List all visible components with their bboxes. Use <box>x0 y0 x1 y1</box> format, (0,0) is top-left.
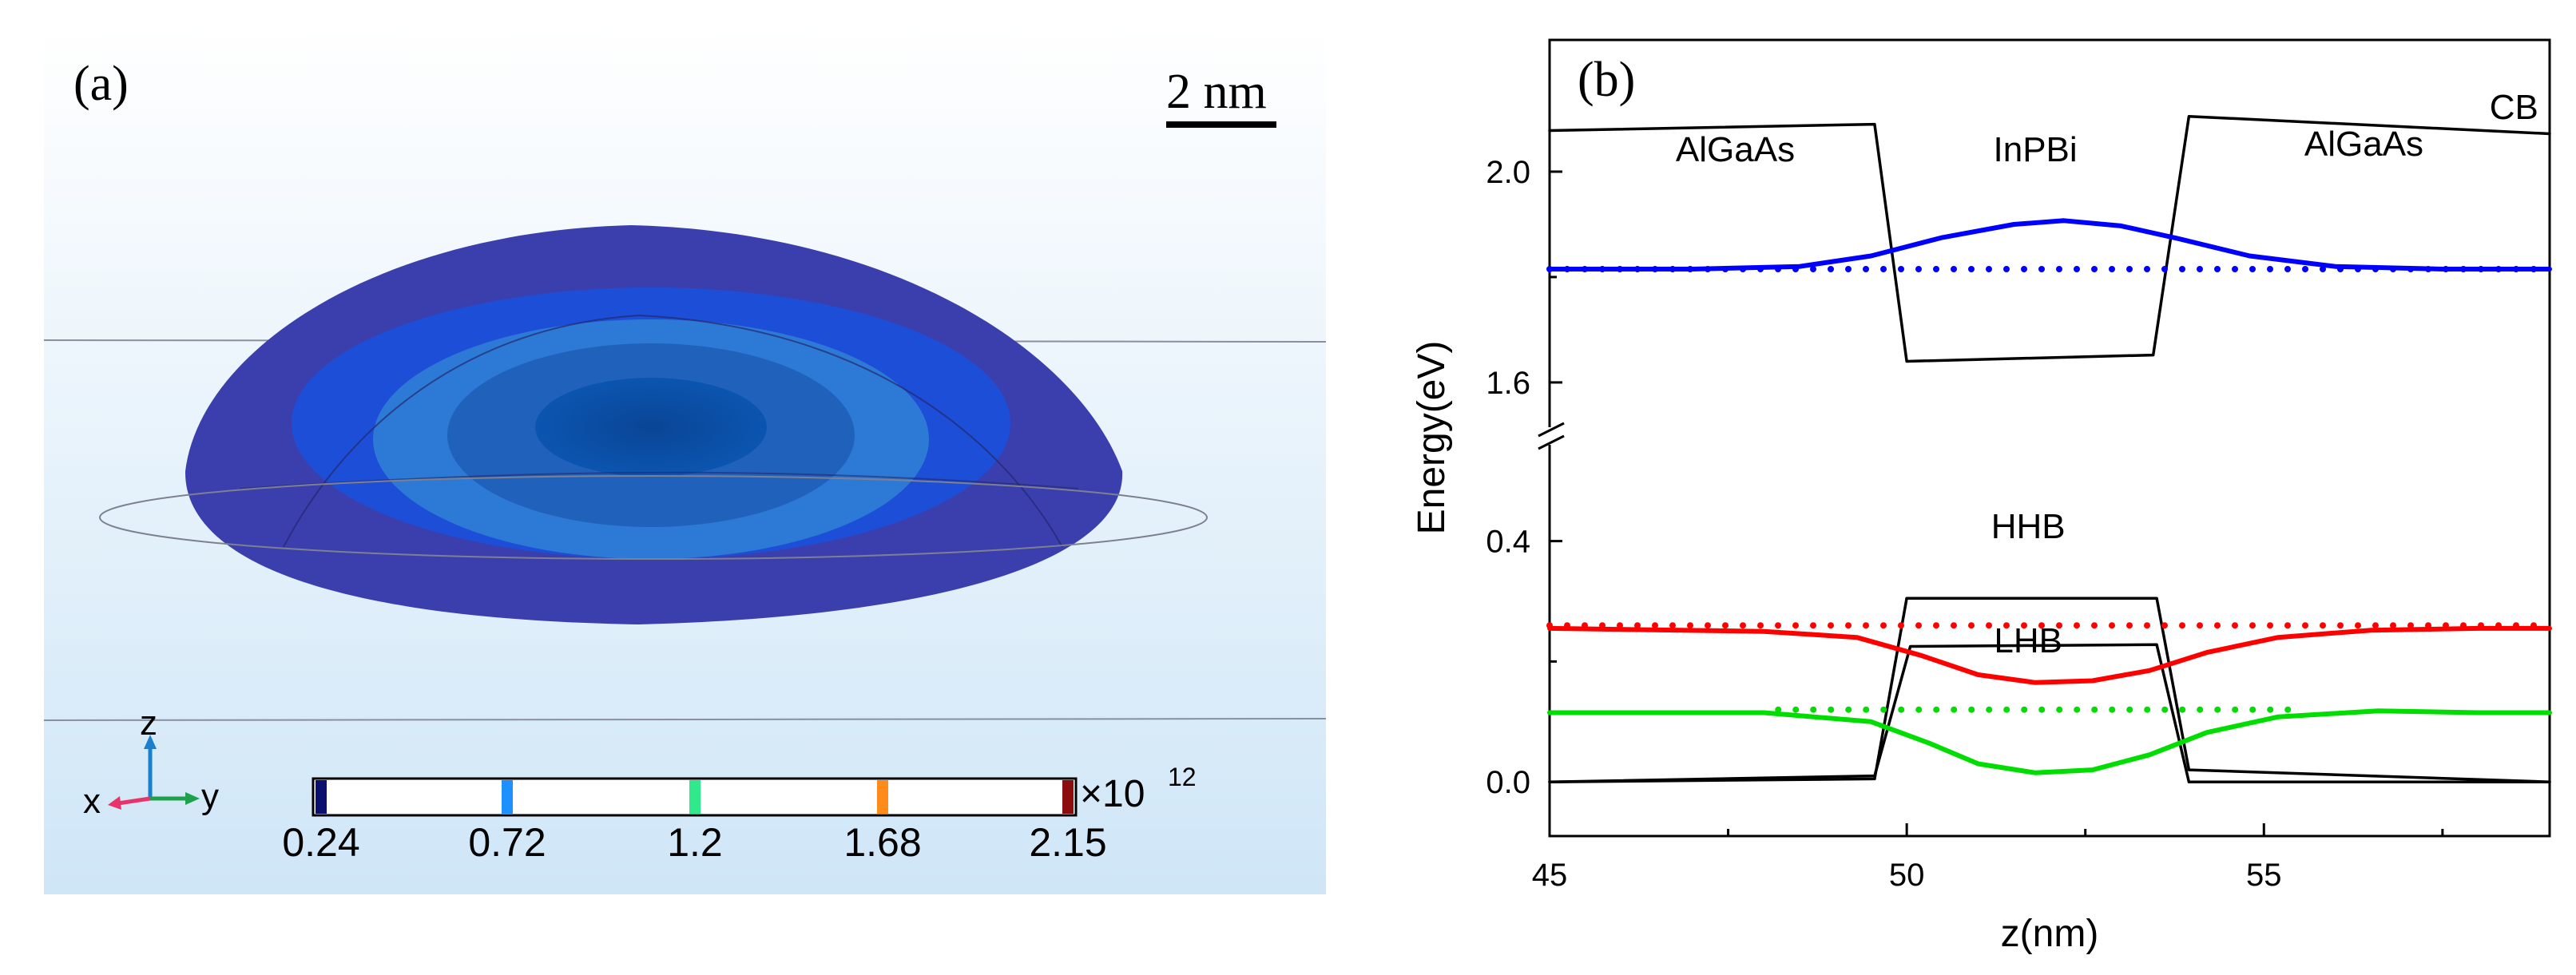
triad-z-label: z <box>140 704 157 743</box>
axis-break-mark-2 <box>1538 434 1565 450</box>
y-tick-label-lower-0: 0.4 <box>1486 525 1530 560</box>
series-layer <box>1546 114 2553 783</box>
x-axis-title: z(nm) <box>2001 913 2099 955</box>
series-line-4 <box>1548 643 2551 783</box>
colorbar-label-1: 0.72 <box>468 820 546 865</box>
y-tick-label-upper-1: 1.6 <box>1486 366 1530 401</box>
series-line-0 <box>1548 114 2551 363</box>
colorbar-exponent: 12 <box>1168 763 1197 791</box>
triad-x-axis <box>117 796 151 806</box>
dot-wireframe-arc-right <box>638 315 1063 548</box>
colorbar-tick-3 <box>877 780 888 814</box>
colorbar-label-2: 1.2 <box>667 820 723 865</box>
annotation-algaas-0: AlGaAs <box>1676 130 1795 169</box>
dot-wireframe-arc-left <box>283 315 640 548</box>
y-tick-label-lower-1: 0.0 <box>1486 765 1530 800</box>
x-tick-label-1: 50 <box>1889 858 1925 893</box>
panel-b-label: (b) <box>1578 53 1635 107</box>
annotation-algaas-2: AlGaAs <box>2304 125 2423 164</box>
dot-core <box>535 378 767 477</box>
panel-a: (a) 2 nm z y x 0.24 0.72 1.2 1.68 <box>43 24 1327 894</box>
colorbar-tick-1 <box>502 780 513 814</box>
triad-y-label: y <box>201 777 219 816</box>
panel-b: 45 50 55 2.0 1.6 0.4 0.0 AlGaAs InPBi AlGaAs CB HH… <box>1411 38 2553 955</box>
colorbar-tick-2 <box>689 780 701 814</box>
lower-plane-line <box>43 718 1327 721</box>
axis-triad: z y x <box>83 704 219 821</box>
colorbar-label-4: 2.15 <box>1029 820 1106 865</box>
series-line-3 <box>1548 596 2551 783</box>
colorbar-label-3: 1.68 <box>843 820 921 865</box>
colorbar-tick-0 <box>316 780 327 814</box>
y-tick-label-upper-0: 2.0 <box>1486 155 1530 190</box>
series-line-1 <box>1547 218 2552 271</box>
annotation-lhb-5: LHB <box>1994 621 2062 660</box>
base-ellipse <box>99 475 1208 560</box>
y-axis-title: Energy(eV) <box>1411 341 1453 535</box>
x-tick-label-0: 45 <box>1532 858 1568 893</box>
scale-bar-label: 2 nm <box>1166 65 1267 119</box>
panel-a-label: (a) <box>73 57 129 111</box>
colorbar: 0.24 0.72 1.2 1.68 2.15 ×10 12 <box>282 763 1196 865</box>
annotation-cb-3: CB <box>2490 88 2538 127</box>
series-line-7 <box>1547 708 2552 775</box>
colorbar-multiplier: ×10 <box>1080 773 1145 815</box>
annotation-hhb-4: HHB <box>1991 507 2066 546</box>
scale-bar <box>1166 121 1276 128</box>
triad-x-label: x <box>83 782 101 821</box>
triad-z-arrowhead <box>144 735 157 749</box>
series-line-5 <box>1547 625 2552 685</box>
colorbar-tick-4 <box>1062 780 1074 814</box>
axis-break-mark-1 <box>1538 422 1565 438</box>
colorbar-label-0: 0.24 <box>282 820 359 865</box>
annotation-layer: AlGaAs InPBi AlGaAs CB HHB LHB <box>1676 88 2538 660</box>
x-tick-label-2: 55 <box>2246 858 2282 893</box>
tick-layer: 45 50 55 2.0 1.6 0.4 0.0 <box>1486 155 2444 893</box>
triad-y-arrowhead <box>185 792 200 805</box>
triad-x-arrowhead <box>108 796 121 810</box>
plot-frame <box>1548 38 2551 838</box>
annotation-inpbi-1: InPBi <box>1994 130 2078 169</box>
dot-wireframe-base <box>239 471 1079 489</box>
